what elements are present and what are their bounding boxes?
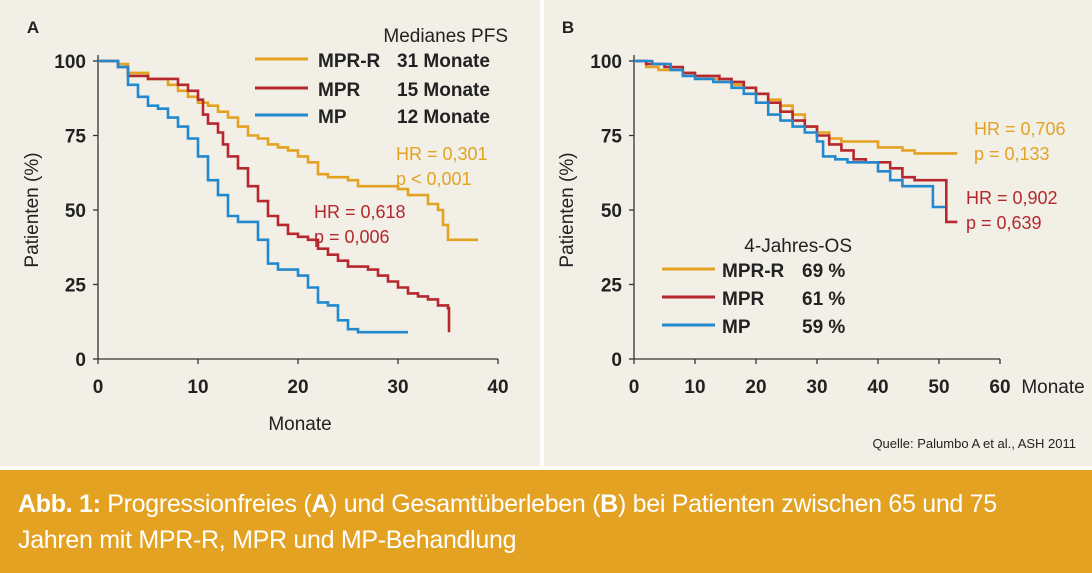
panel-letter: A — [27, 18, 39, 37]
source-note: Quelle: Palumbo A et al., ASH 2011 — [872, 436, 1076, 451]
figure-caption: Abb. 1: Progressionfreies (A) und Gesamt… — [0, 470, 1092, 573]
y-axis-label: Patienten (%) — [22, 152, 43, 267]
y-tick-label: 25 — [65, 276, 87, 297]
legend-value: 15 Monate — [397, 80, 490, 101]
annotation-text: HR = 0,706 — [974, 119, 1066, 139]
series-line-mp — [634, 59, 946, 209]
legend-value: 31 Monate — [397, 51, 490, 72]
annotation-text: p = 0,133 — [974, 144, 1050, 164]
x-tick-label: 10 — [684, 377, 705, 398]
chart-panel-a: A 0 25 50 75 100 0 10 20 30 40 Monate Patienten (%) M… — [22, 18, 509, 435]
caption-fragment: ) bei Patienten zwischen 65 und 75 Jahre… — [18, 490, 997, 554]
legend-name: MP — [722, 317, 751, 338]
legend-name: MPR — [722, 289, 765, 310]
legend-value: 69 % — [802, 261, 845, 282]
legend-name: MPR — [318, 80, 361, 101]
x-tick-label: 40 — [487, 377, 508, 398]
legend-name: MPR-R — [722, 261, 785, 282]
panel-a-background — [0, 0, 540, 466]
annotation-text: p < 0,001 — [396, 169, 472, 189]
legend-name: MP — [318, 107, 347, 128]
y-tick-label: 50 — [601, 201, 622, 222]
y-tick-label: 100 — [590, 52, 622, 73]
y-tick-label: 0 — [75, 350, 86, 371]
legend-title: Medianes PFS — [383, 26, 508, 47]
x-tick-label: 50 — [928, 377, 949, 398]
caption-panel-ref: A — [311, 490, 330, 518]
annotation-text: HR = 0,618 — [314, 202, 406, 222]
y-tick-label: 25 — [601, 276, 623, 297]
x-tick-label: 10 — [187, 377, 208, 398]
annotation-text: p = 0,639 — [966, 213, 1042, 233]
caption-text: Progressionfreies (A) und Gesamtüberlebe… — [18, 490, 997, 554]
series-line-mpr — [98, 59, 451, 333]
legend-value: 12 Monate — [397, 107, 490, 128]
series-line-mpr-r — [98, 59, 478, 242]
x-axis-label: Monate — [1021, 377, 1084, 398]
panel-letter: B — [562, 18, 574, 37]
legend-value: 61 % — [802, 289, 845, 310]
y-tick-label: 75 — [65, 127, 87, 148]
annotation-text: HR = 0,902 — [966, 188, 1058, 208]
y-tick-label: 0 — [611, 350, 622, 371]
legend-name: MPR-R — [318, 51, 381, 72]
annotation-text: p = 0,006 — [314, 227, 390, 247]
y-tick-label: 50 — [65, 201, 86, 222]
y-tick-label: 100 — [54, 52, 86, 73]
x-tick-label: 0 — [93, 377, 104, 398]
x-axis-label: Monate — [268, 414, 331, 435]
x-tick-label: 30 — [387, 377, 408, 398]
x-tick-label: 0 — [629, 377, 640, 398]
caption-fragment: ) und Gesamtüberleben ( — [329, 490, 601, 518]
x-tick-label: 20 — [745, 377, 766, 398]
panel-b-background — [544, 0, 1092, 466]
y-axis-label: Patienten (%) — [557, 152, 578, 267]
legend-title: 4-Jahres-OS — [744, 236, 852, 257]
y-tick-label: 75 — [601, 127, 623, 148]
annotation-text: HR = 0,301 — [396, 144, 488, 164]
chart-panel-b: B 0 25 50 75 100 0 10 20 30 40 50 60 Monate Patienten … — [557, 18, 1085, 398]
legend-value: 59 % — [802, 317, 845, 338]
caption-panel-ref: B — [600, 490, 618, 518]
caption-fragment: Progressionfreies ( — [100, 490, 312, 518]
series-line-mp — [98, 59, 408, 334]
x-tick-label: 30 — [806, 377, 827, 398]
x-tick-label: 60 — [989, 377, 1010, 398]
x-tick-label: 40 — [867, 377, 888, 398]
caption-label: Abb. 1: — [18, 490, 101, 518]
series-line-mpr — [634, 59, 958, 224]
x-tick-label: 20 — [287, 377, 308, 398]
